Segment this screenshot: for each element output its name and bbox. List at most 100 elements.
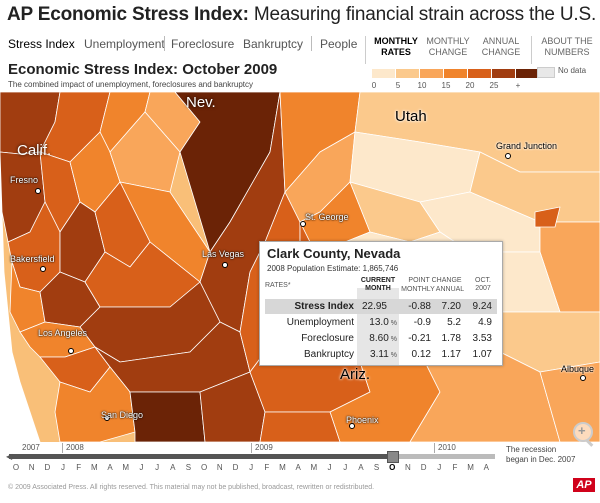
- timeline-month[interactable]: J: [61, 463, 66, 472]
- timeline-month[interactable]: J: [155, 463, 160, 472]
- county-region[interactable]: [534, 206, 561, 228]
- county-region[interactable]: [109, 111, 181, 193]
- timeline-handle[interactable]: [387, 451, 400, 463]
- cell-monthly: 0.12: [411, 349, 431, 360]
- recession-note: The recession began in Dec. 2007: [506, 445, 575, 465]
- timeline-month[interactable]: M: [467, 463, 474, 472]
- point-change-header: POINT CHANGE: [408, 277, 462, 284]
- timeline-month[interactable]: S: [373, 463, 380, 472]
- timeline-month[interactable]: J: [139, 463, 144, 472]
- city-marker[interactable]: [40, 266, 46, 272]
- city-marker[interactable]: [349, 423, 355, 429]
- percent-sign: %: [390, 336, 397, 343]
- city-marker[interactable]: [580, 375, 586, 381]
- legend-label: 25: [489, 81, 499, 90]
- popup-county-name: Clark County, Nevada: [267, 246, 401, 261]
- timeline-month[interactable]: A: [170, 463, 176, 472]
- cell-current: 22.95: [361, 301, 387, 312]
- timeline-month[interactable]: A: [107, 463, 113, 472]
- cell-oct2007: 4.9: [478, 317, 492, 328]
- timeline-month[interactable]: D: [44, 463, 51, 472]
- current-header-line1: CURRENT: [360, 277, 396, 284]
- rates-header: RATES*: [265, 282, 291, 289]
- timeline-month[interactable]: J: [249, 463, 254, 472]
- timeline-month[interactable]: O: [389, 463, 396, 472]
- city-marker[interactable]: [300, 221, 306, 227]
- mode-monthly-change[interactable]: MONTHLY CHANGE: [425, 36, 471, 58]
- year-tick: [434, 443, 435, 453]
- timeline-month[interactable]: F: [76, 463, 82, 472]
- mode-monthly-rates[interactable]: MONTHLY RATES: [373, 36, 419, 58]
- legend-swatch: [372, 69, 395, 78]
- cell-annual: 1.17: [441, 349, 461, 360]
- state-label-arizona: Ariz.: [340, 366, 370, 383]
- tab-divider: [164, 36, 165, 51]
- city-marker[interactable]: [68, 348, 74, 354]
- mode-annual-change[interactable]: ANNUAL CHANGE: [478, 36, 524, 58]
- timeline-month[interactable]: A: [358, 463, 364, 472]
- county-region[interactable]: [129, 391, 206, 442]
- city-marker[interactable]: [505, 153, 511, 159]
- timeline-month[interactable]: N: [405, 463, 411, 472]
- timeline-month[interactable]: D: [232, 463, 239, 472]
- legend-swatch: [492, 69, 515, 78]
- legend-no-data-label: No data: [558, 66, 587, 75]
- legend-swatch: [516, 69, 539, 78]
- title-brand: AP Economic Stress Index:: [7, 4, 249, 25]
- monthly-header: MONTHLY: [401, 286, 435, 293]
- timeline-month[interactable]: F: [264, 463, 270, 472]
- year-tick: [62, 443, 63, 453]
- population-label: 2008 Population Estimate:: [267, 264, 361, 273]
- timeline-month[interactable]: A: [295, 463, 301, 472]
- city-marker[interactable]: [35, 188, 41, 194]
- timeline-month[interactable]: M: [91, 463, 98, 472]
- cell-oct2007: 3.53: [472, 333, 492, 344]
- city-label-san-diego: San Diego: [101, 410, 144, 420]
- timeline-month[interactable]: N: [28, 463, 35, 472]
- tab-people[interactable]: People: [320, 37, 358, 51]
- legend-label: 5: [395, 81, 401, 90]
- timeline-month[interactable]: J: [343, 463, 348, 472]
- county-region[interactable]: [259, 411, 341, 442]
- cell-current: 8.60%: [357, 333, 397, 344]
- timeline-month[interactable]: J: [327, 463, 332, 472]
- timeline-track[interactable]: [9, 454, 495, 459]
- tab-unemployment[interactable]: Unemployment: [84, 37, 165, 51]
- percent-sign: %: [390, 352, 397, 359]
- city-marker-las-vegas[interactable]: [222, 262, 228, 268]
- annual-header: ANNUAL: [435, 286, 465, 293]
- play-icon[interactable]: ◀: [6, 452, 13, 461]
- timeline-month[interactable]: N: [216, 463, 223, 472]
- timeline-month[interactable]: J: [437, 463, 442, 472]
- timeline-month[interactable]: M: [122, 463, 130, 472]
- about-numbers-link[interactable]: ABOUT THE NUMBERS: [541, 36, 593, 58]
- zoom-in-icon[interactable]: +: [573, 422, 593, 442]
- ap-logo: AP: [573, 478, 595, 492]
- oct-header-line2: 2007: [475, 285, 491, 292]
- tab-divider: [311, 36, 312, 51]
- timeline-month[interactable]: M: [310, 463, 318, 472]
- current-value: 13.0: [369, 317, 389, 328]
- tab-foreclosure[interactable]: Foreclosure: [171, 37, 235, 51]
- city-label-grand-junction: Grand Junction: [496, 141, 558, 151]
- state-label-utah: Utah: [395, 108, 427, 125]
- tab-stress-index[interactable]: Stress Index: [8, 37, 75, 51]
- timeline-month[interactable]: M: [279, 463, 286, 472]
- city-label-los-angeles: Los Angeles: [38, 328, 88, 338]
- timeline-month[interactable]: O: [201, 463, 208, 472]
- timeline-year: 2007: [22, 443, 40, 452]
- ocean-area: [0, 151, 41, 442]
- timeline-month[interactable]: S: [185, 463, 192, 472]
- tab-bankruptcy[interactable]: Bankruptcy: [243, 37, 304, 51]
- mode-label-line2: CHANGE: [481, 47, 521, 57]
- timeline-month[interactable]: O: [12, 463, 20, 472]
- timeline-month[interactable]: F: [452, 463, 458, 472]
- county-detail-popup: Clark County, Nevada 2008 Population Est…: [259, 241, 503, 366]
- timeline-month[interactable]: A: [483, 463, 489, 472]
- city-marker[interactable]: [104, 415, 110, 421]
- timeline-year: 2009: [255, 443, 273, 452]
- timeline-month[interactable]: D: [420, 463, 427, 472]
- current-value: 3.11: [370, 349, 389, 360]
- about-line1: ABOUT THE: [541, 36, 593, 46]
